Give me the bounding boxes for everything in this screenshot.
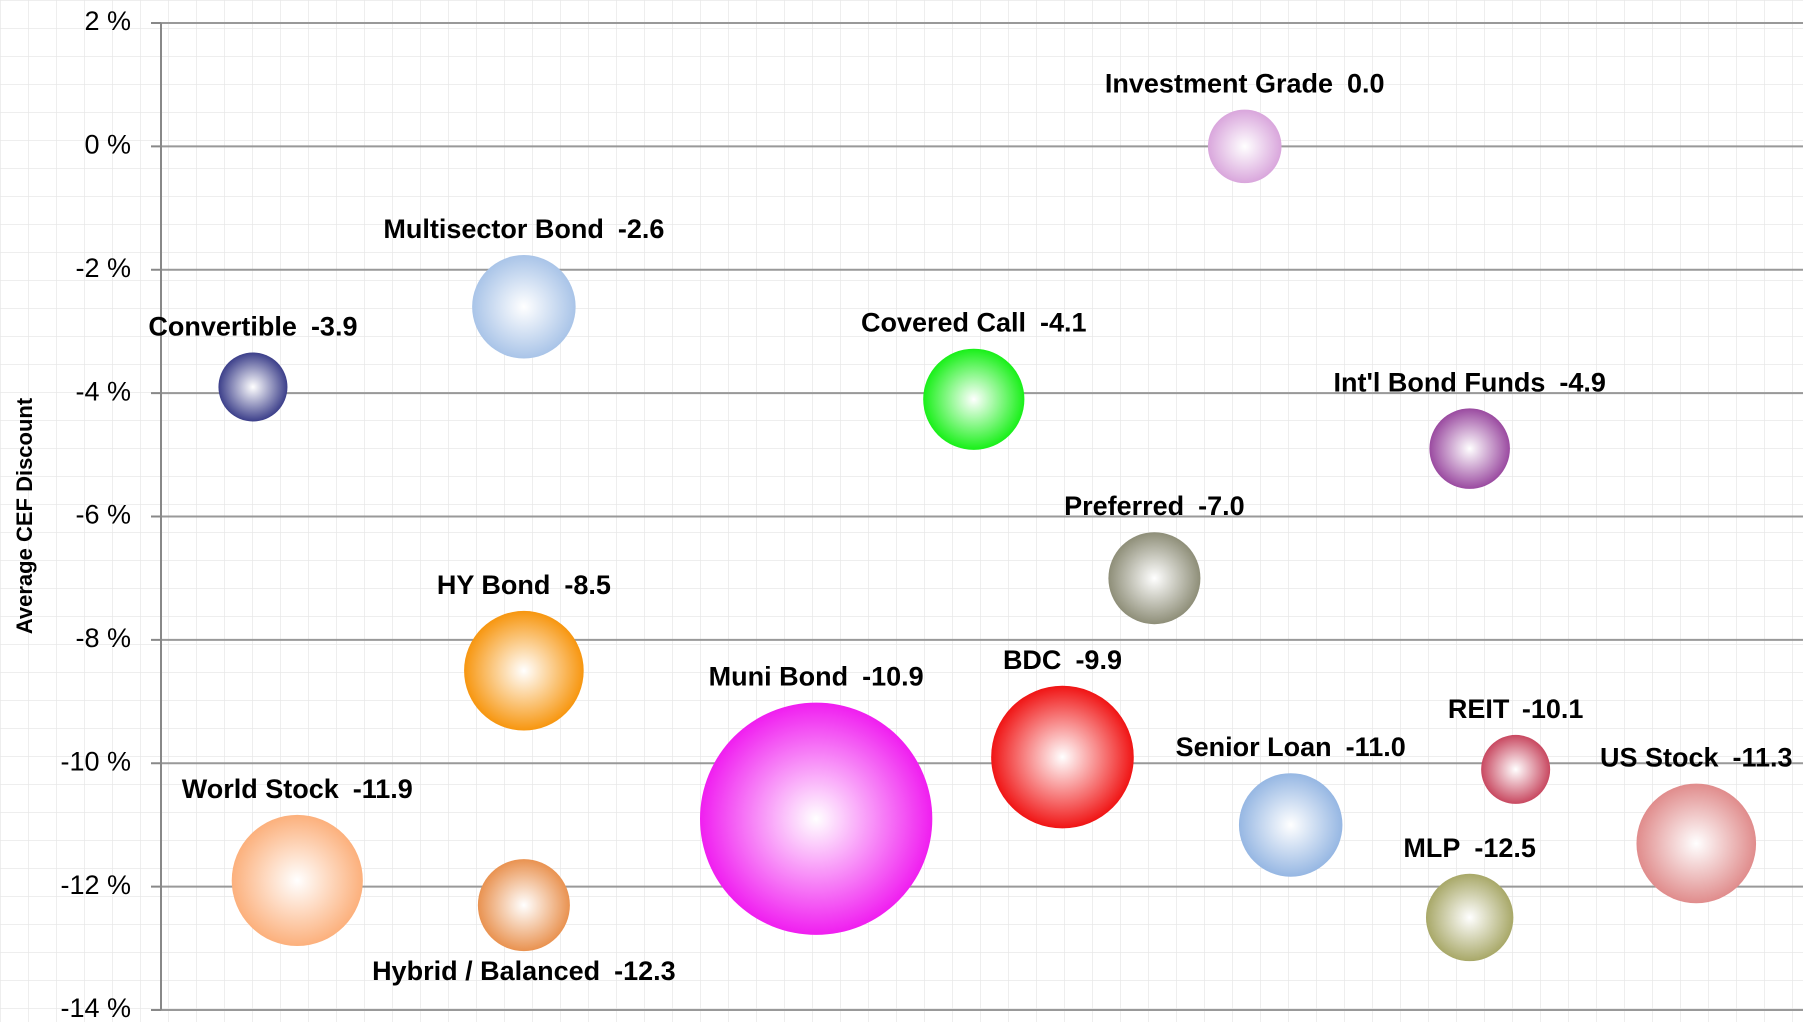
data-label: Muni Bond -10.9 [709,662,924,692]
data-label: Multisector Bond -2.6 [383,214,664,244]
label-value: -4.9 [1559,368,1606,398]
label-value: -11.9 [353,774,413,804]
data-label: US Stock -11.3 [1600,743,1793,773]
y-axis-title: Average CEF Discount [12,397,37,634]
data-label: MLP -12.5 [1403,833,1536,863]
data-label: Senior Loan -11.0 [1176,732,1406,762]
bubble [700,702,933,935]
label-value: -11.0 [1346,732,1406,762]
label-value: -11.3 [1733,743,1793,773]
bubble [1108,532,1201,625]
label-name: HY Bond [437,570,551,600]
bubble [1425,873,1514,962]
data-label: Covered Call -4.1 [861,308,1087,338]
bubble [472,255,576,359]
data-label: Convertible -3.9 [148,312,357,342]
y-tick-label: -8 % [75,623,131,653]
bubble [1238,773,1343,877]
label-name: Convertible [148,312,297,342]
y-tick-label: 0 % [84,130,131,160]
data-label: World Stock -11.9 [182,774,413,804]
label-value: -2.6 [618,214,665,244]
label-value: -9.9 [1075,645,1122,675]
label-name: Covered Call [861,308,1026,338]
bubble [1636,783,1757,904]
label-name: Hybrid / Balanced [372,956,600,986]
label-name: US Stock [1600,743,1720,773]
label-name: BDC [1003,645,1062,675]
data-label: Hybrid / Balanced -12.3 [372,956,676,986]
label-name: World Stock [182,774,340,804]
label-value: -4.1 [1040,308,1087,338]
bubble [1429,408,1510,489]
data-label: REIT -10.1 [1448,694,1584,724]
label-name: Muni Bond [709,662,848,692]
label-name: Multisector Bond [383,214,604,244]
label-name: Senior Loan [1176,732,1332,762]
bubble [923,348,1025,450]
y-tick-label: -14 % [60,993,131,1022]
label-name: REIT [1448,694,1510,724]
label-name: MLP [1403,833,1460,863]
data-label: Int'l Bond Funds -4.9 [1333,368,1605,398]
bubble [477,859,570,952]
label-value: 0.0 [1347,69,1385,99]
label-value: -7.0 [1198,491,1245,521]
bubble [1481,734,1551,804]
y-tick-label: 2 % [84,6,131,36]
y-tick-label: -12 % [60,870,131,900]
y-tick-label: -6 % [75,500,131,530]
bubble [231,814,363,947]
label-name: Preferred [1064,491,1184,521]
data-label: Preferred -7.0 [1064,491,1245,521]
data-label: Investment Grade 0.0 [1105,69,1385,99]
data-label: BDC -9.9 [1003,645,1122,675]
bubble [991,685,1134,829]
y-tick-label: -4 % [75,376,131,406]
bubble [464,610,584,731]
label-value: -10.1 [1522,694,1584,724]
label-value: -8.5 [564,570,611,600]
label-value: -10.9 [862,662,924,692]
label-name: Investment Grade [1105,69,1333,99]
label-name: Int'l Bond Funds [1333,368,1545,398]
y-tick-label: -2 % [75,253,131,283]
bubble [218,352,288,422]
label-value: -3.9 [311,312,358,342]
label-value: -12.3 [614,956,676,986]
label-value: -12.5 [1474,833,1536,863]
data-label: HY Bond -8.5 [437,570,611,600]
bubble [1207,109,1282,184]
y-tick-label: -10 % [60,746,131,776]
